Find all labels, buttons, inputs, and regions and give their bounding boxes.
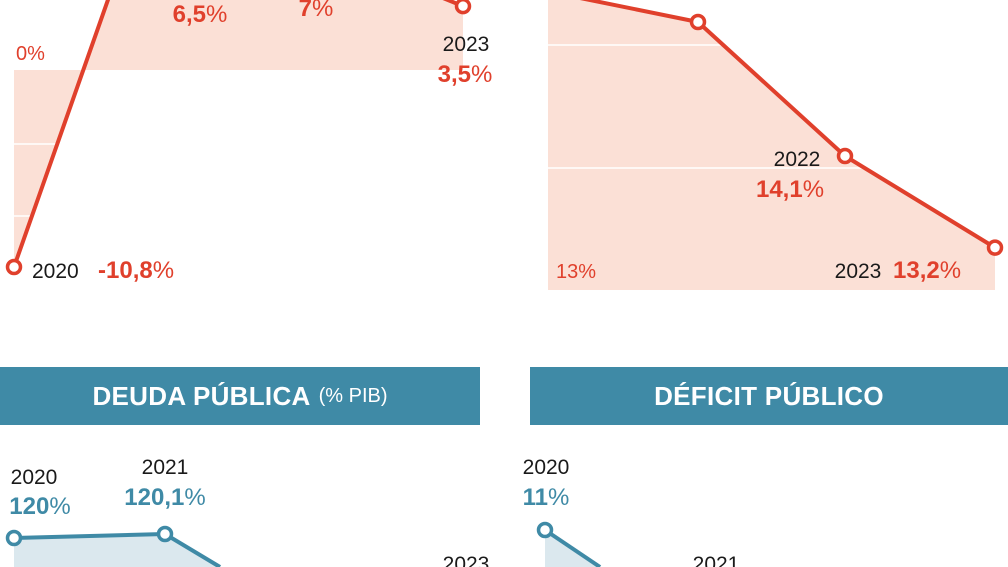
unemp-line [579, 0, 997, 250]
unemp-value-2022: 14,1% [756, 176, 824, 203]
deficit-point-2020 [536, 521, 554, 539]
unemp-value-2023-number: 13,2 [893, 257, 940, 284]
unemp-value-2022-number: 14,1 [756, 176, 803, 203]
deficit-publico-header: DÉFICIT PÚBLICO [530, 367, 1008, 425]
deuda-publica-title: DEUDA PÚBLICA [92, 380, 311, 411]
gdp-year-2023: 2023 [443, 33, 490, 56]
debt-value-2020-number: 120 [9, 493, 49, 520]
deficit-value-2020: 11% [523, 484, 570, 511]
gdp-value-2020-number: -10,8 [98, 257, 153, 284]
unemp-point-2023 [986, 239, 1004, 256]
debt-point-2020 [5, 529, 23, 547]
debt-point-2021 [156, 525, 174, 543]
gdp-year-2020: 2020 [32, 260, 79, 283]
debt-value-2021-percent: % [184, 484, 205, 511]
debt-value-2021: 120,1% [124, 484, 205, 511]
deficit-year-2021: 2021 [693, 553, 740, 567]
unemp-point-2021 [689, 13, 707, 31]
gdp-zero-label: 0% [16, 43, 45, 65]
gdp-value-2023: 3,5% [438, 61, 493, 88]
unemp-area-fill [548, 0, 995, 290]
debt-year-2020: 2020 [11, 466, 58, 489]
gdp-area-fill [14, 0, 463, 267]
unemp-point-2022 [836, 147, 854, 165]
unemp-value-2023-percent: % [940, 257, 961, 284]
unemp-value-2023: 13,2% [893, 257, 961, 284]
debt-value-2021-number: 120,1 [124, 484, 184, 511]
gdp-point-2020 [5, 258, 23, 276]
gdp-value-2021-percent: % [206, 1, 227, 28]
gdp-value-2022: 7% [299, 0, 334, 22]
gdp-value-2021-number: 6,5 [173, 1, 206, 28]
gdp-value-2022-number: 7 [299, 0, 312, 22]
debt-year-2023: 2023 [443, 553, 490, 567]
gdp-value-2020: -10,8% [98, 257, 174, 284]
unemp-year-2022: 2022 [774, 148, 821, 171]
gdp-value-2022-percent: % [312, 0, 333, 22]
unemp-value-2022-percent: % [803, 176, 824, 203]
gdp-line [12, 0, 464, 268]
deficit-line [543, 528, 602, 567]
gdp-point-2023 [454, 0, 472, 15]
gdp-value-2023-number: 3,5 [438, 61, 471, 88]
unemp-year-2023: 2023 [835, 260, 882, 283]
deficit-value-2020-number: 11 [523, 484, 548, 511]
debt-value-2020-percent: % [49, 493, 70, 520]
gdp-value-2021: 6,5% [173, 1, 228, 28]
debt-value-2020: 120% [9, 493, 70, 520]
deuda-publica-header: DEUDA PÚBLICA (% PIB) [0, 367, 480, 425]
debt-year-2021: 2021 [142, 456, 189, 479]
deficit-publico-title: DÉFICIT PÚBLICO [654, 380, 884, 411]
gdp-value-2023-percent: % [471, 61, 492, 88]
gdp-value-2020-percent: % [153, 257, 174, 284]
debt-area-fill [14, 534, 220, 567]
unemp-ref-label: 13% [556, 261, 596, 283]
deuda-publica-unit: (% PIB) [318, 384, 388, 407]
deficit-year-2020: 2020 [523, 456, 570, 479]
deficit-value-2020-percent: % [548, 484, 569, 511]
